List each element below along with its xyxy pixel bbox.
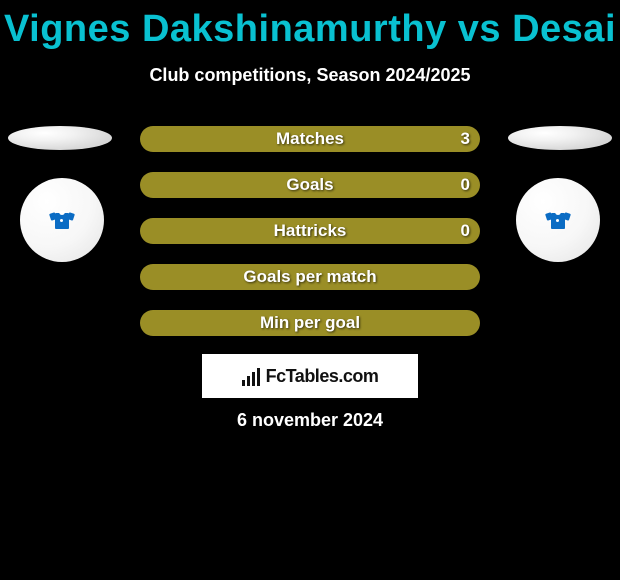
stat-label: Goals xyxy=(140,175,480,195)
stat-label: Min per goal xyxy=(140,313,480,333)
stat-label: Goals per match xyxy=(140,267,480,287)
page-subtitle: Club competitions, Season 2024/2025 xyxy=(0,65,620,86)
stat-label: Hattricks xyxy=(140,221,480,241)
stat-row-min-per-goal: Min per goal xyxy=(140,310,480,336)
jersey-icon xyxy=(547,211,569,229)
player-badge-left xyxy=(20,178,104,262)
player-badge-right xyxy=(516,178,600,262)
logo-text: FcTables.com xyxy=(266,366,379,387)
stat-row-matches: Matches 3 xyxy=(140,126,480,152)
stat-row-goals-per-match: Goals per match xyxy=(140,264,480,290)
logo-box: FcTables.com xyxy=(202,354,418,398)
page-title: Vignes Dakshinamurthy vs Desai xyxy=(0,0,620,51)
stats-panel: Matches 3 Goals 0 Hattricks 0 Goals per … xyxy=(140,126,480,356)
oval-right xyxy=(508,126,612,150)
stat-row-goals: Goals 0 xyxy=(140,172,480,198)
stat-value-right: 3 xyxy=(461,126,470,152)
stat-value-right: 0 xyxy=(461,172,470,198)
stat-row-hattricks: Hattricks 0 xyxy=(140,218,480,244)
stat-value-right: 0 xyxy=(461,218,470,244)
jersey-icon xyxy=(51,211,73,229)
date-text: 6 november 2024 xyxy=(0,410,620,431)
oval-left xyxy=(8,126,112,150)
stat-label: Matches xyxy=(140,129,480,149)
bar-chart-icon xyxy=(242,366,260,386)
